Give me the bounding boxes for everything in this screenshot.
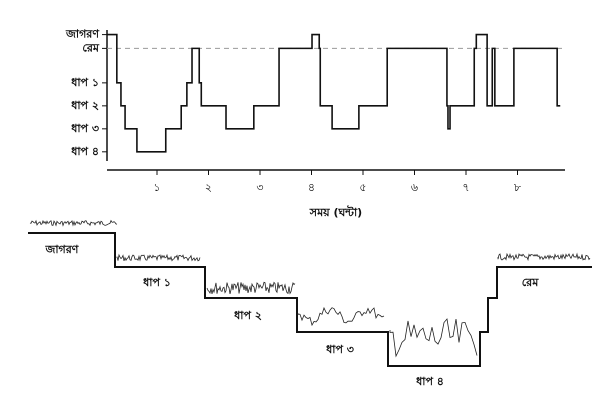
eeg-trace: [497, 252, 591, 262]
staircase: [28, 232, 592, 367]
eeg-trace: [206, 281, 296, 295]
x-tick-label: ৬: [411, 181, 418, 194]
stage-label: ধাপ ৩: [326, 343, 354, 356]
hypnogram-line: [107, 33, 561, 153]
x-tick-label: ৭: [462, 181, 469, 194]
x-tick-label: ২: [205, 181, 212, 194]
x-tick-label: ৮: [514, 181, 521, 194]
eeg-trace: [297, 306, 385, 327]
stage-label: ধাপ ১: [143, 276, 171, 289]
stage-label: ধাপ ২: [234, 309, 262, 322]
x-tick-label: ১: [153, 181, 160, 194]
stage-label: রেম: [522, 276, 540, 289]
stage-label: ধাপ ৪: [416, 375, 444, 388]
y-tick-label: ধাপ ৪: [71, 145, 99, 158]
stage-label: জাগরণ: [45, 243, 80, 256]
eeg-trace: [116, 253, 201, 262]
y-tick-label: ধাপ ২: [71, 99, 99, 112]
eeg-trace: [29, 219, 118, 227]
x-tick-label: ৩: [256, 181, 263, 194]
x-axis-label: সময় (ঘন্টা): [309, 205, 362, 219]
y-tick-label: জাগরণ: [65, 28, 100, 41]
y-tick-label: ধাপ ১: [71, 76, 99, 89]
y-tick-label: রেম: [82, 41, 100, 54]
eeg-trace: [389, 318, 478, 358]
y-tick-label: ধাপ ৩: [71, 122, 99, 135]
x-tick-label: ৪: [308, 181, 315, 194]
x-tick-label: ৫: [359, 181, 366, 194]
